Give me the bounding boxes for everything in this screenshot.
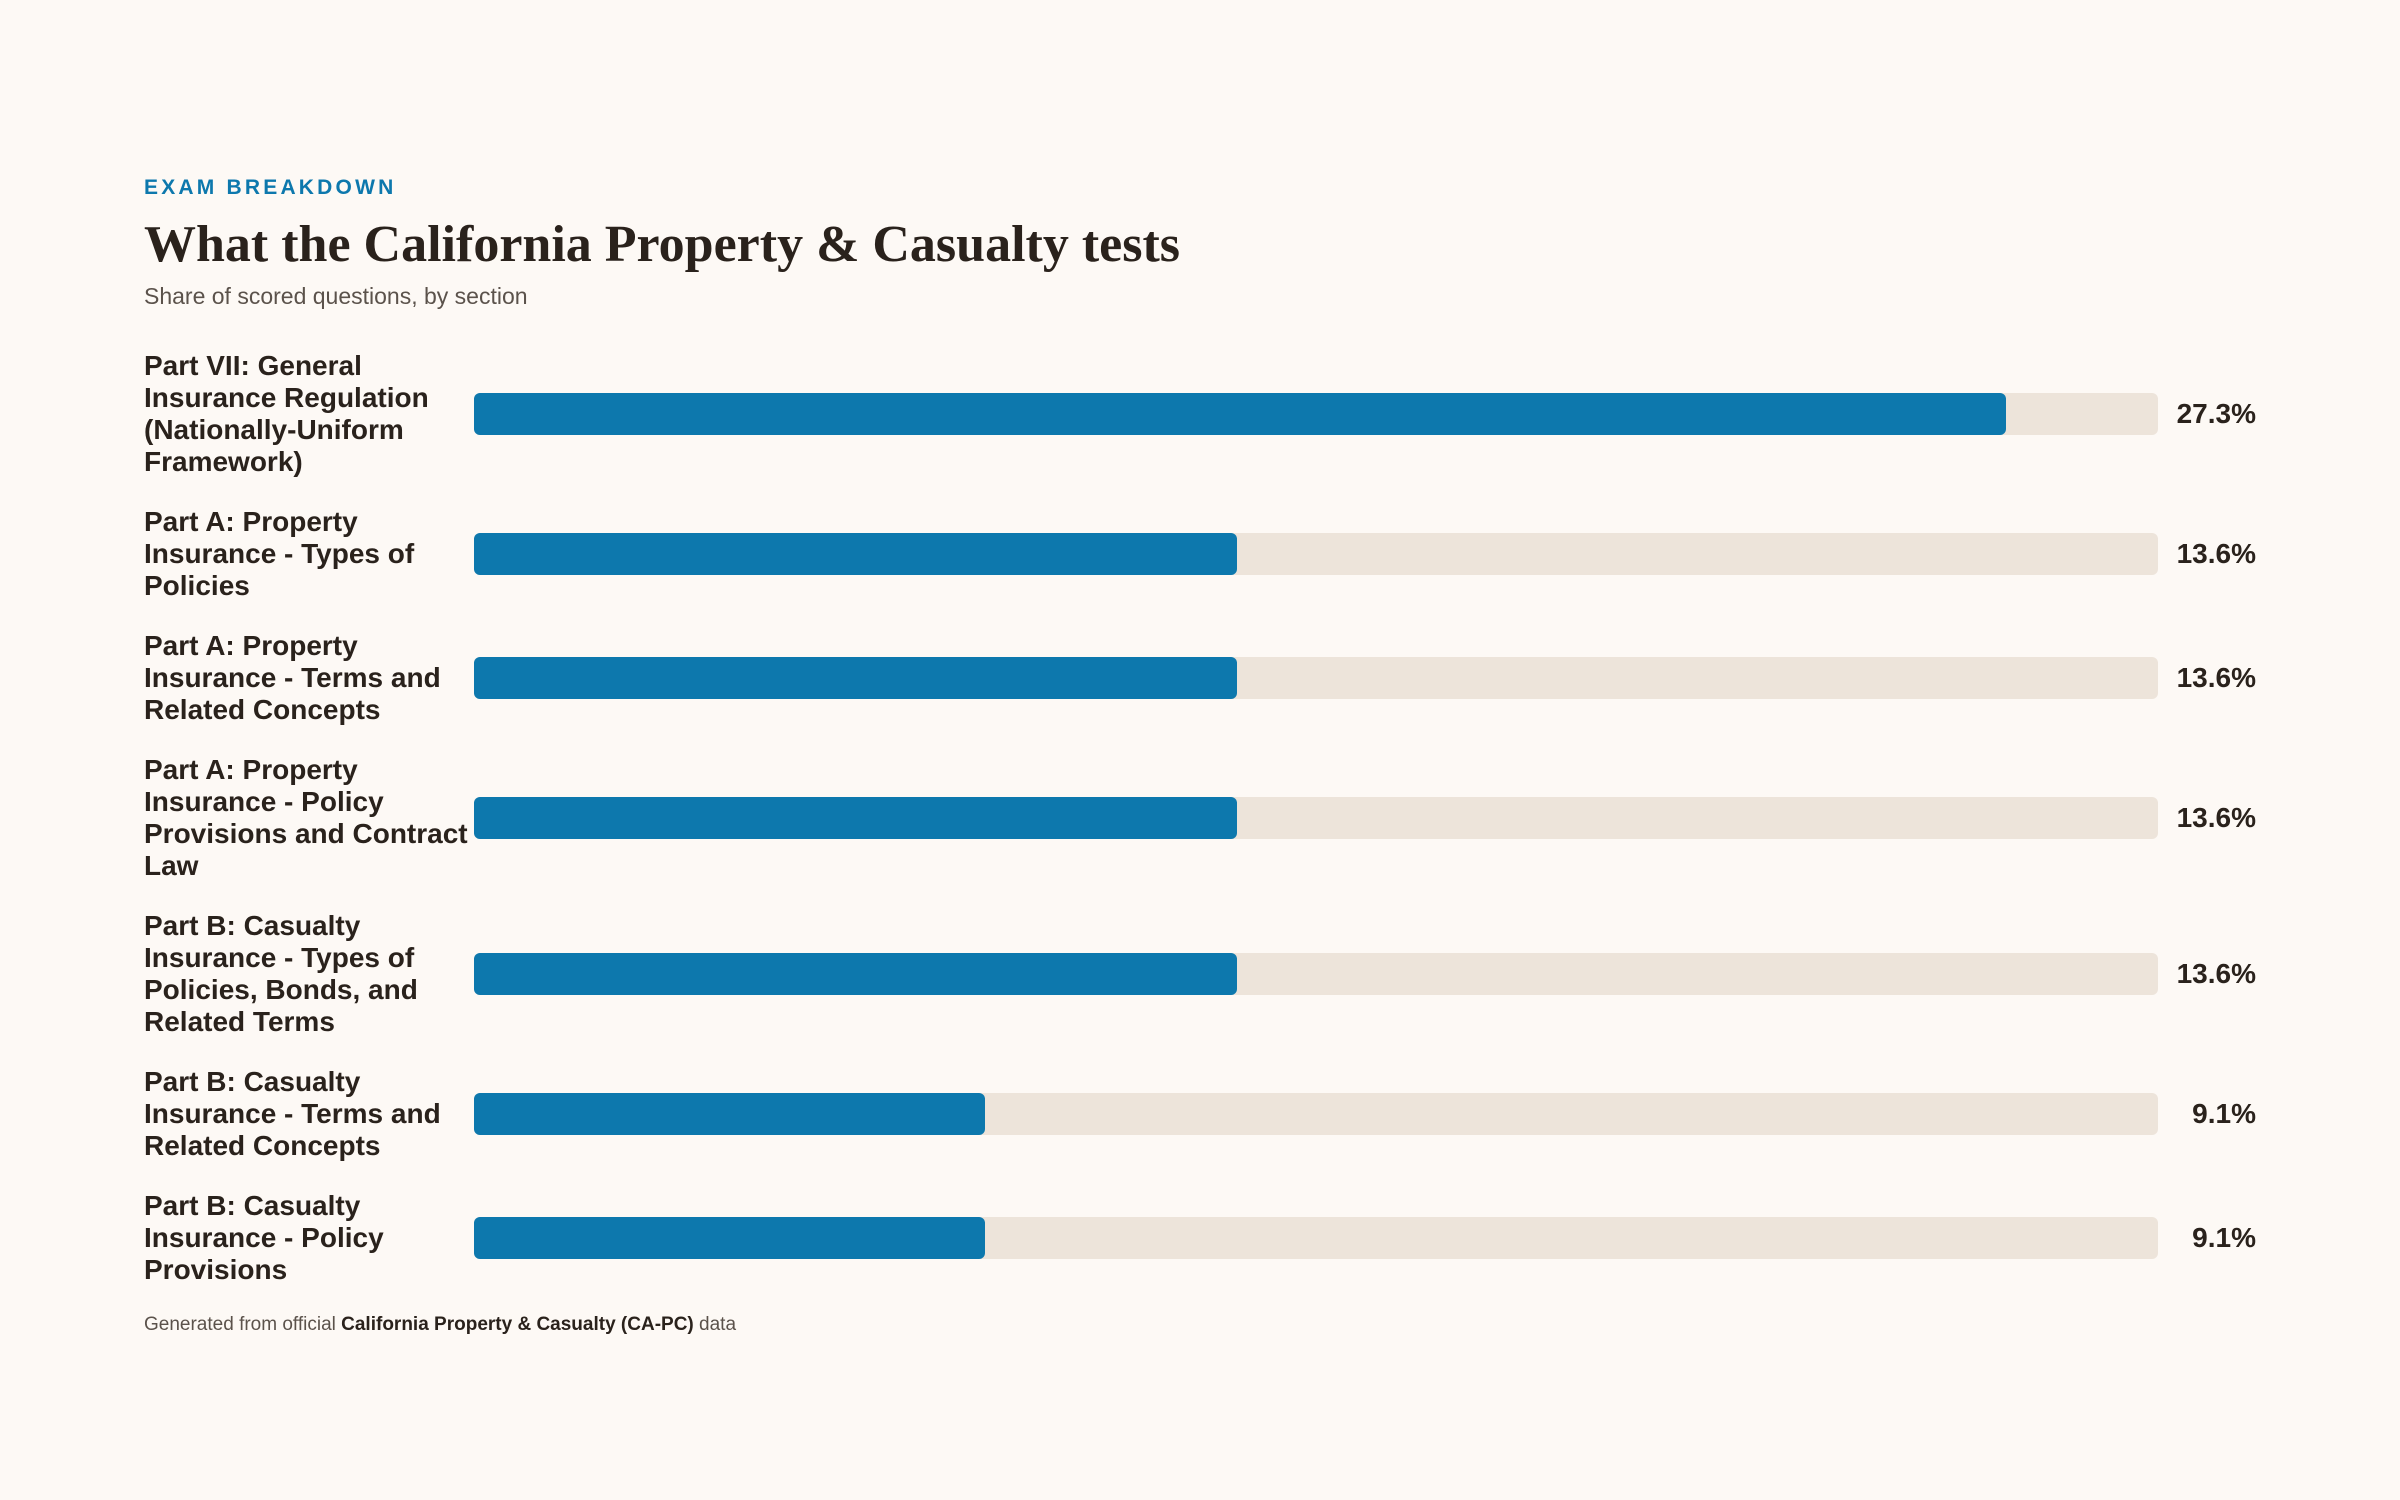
bar-row: Part B: Casualty Insurance - Policy Prov… — [144, 1190, 2256, 1286]
source-footer: Generated from official California Prope… — [144, 1314, 2256, 1336]
bar — [474, 657, 1238, 699]
category-label: Part A: Property Insurance - Policy Prov… — [144, 754, 468, 881]
bar-row: Part A: Property Insurance - Terms and R… — [144, 630, 2256, 726]
footer-suffix: data — [699, 1314, 737, 1335]
category-label: Part B: Casualty Insurance - Terms and R… — [144, 1066, 441, 1161]
bar-row: Part A: Property Insurance - Policy Prov… — [144, 754, 2256, 882]
value-label: 9.1% — [2192, 1098, 2256, 1129]
bar — [474, 1217, 985, 1259]
bar-row: Part VII: General Insurance Regulation (… — [144, 350, 2256, 478]
value-label: 9.1% — [2192, 1222, 2256, 1253]
bar-rows: Part VII: General Insurance Regulation (… — [144, 350, 2256, 1286]
bar-track — [474, 393, 2158, 435]
bar-track — [474, 657, 2158, 699]
bar-row: Part B: Casualty Insurance - Terms and R… — [144, 1066, 2256, 1162]
bar-row: Part B: Casualty Insurance - Types of Po… — [144, 910, 2256, 1038]
category-label: Part VII: General Insurance Regulation (… — [144, 350, 429, 477]
footer-source: California Property & Casualty (CA-PC) — [341, 1314, 694, 1335]
bar — [474, 797, 1238, 839]
chart-title: What the California Property & Casualty … — [144, 216, 1181, 273]
bar — [474, 533, 1238, 575]
value-label: 13.6% — [2176, 958, 2256, 989]
footer-prefix: Generated from official — [144, 1314, 336, 1335]
bar — [474, 1093, 985, 1135]
bar-track — [474, 797, 2158, 839]
bar-track — [474, 953, 2158, 995]
bar-row: Part A: Property Insurance - Types of Po… — [144, 506, 2256, 602]
chart-card: EXAM BREAKDOWN What the California Prope… — [144, 174, 2256, 1336]
bar-track — [474, 1093, 2158, 1135]
bar — [474, 953, 1238, 995]
value-label: 13.6% — [2176, 802, 2256, 833]
category-label: Part A: Property Insurance - Types of Po… — [144, 506, 415, 601]
category-label: Part B: Casualty Insurance - Types of Po… — [144, 910, 418, 1037]
value-label: 13.6% — [2176, 538, 2256, 569]
category-label: Part B: Casualty Insurance - Policy Prov… — [144, 1190, 384, 1285]
value-label: 13.6% — [2176, 662, 2256, 693]
chart-subtitle: Share of scored questions, by section — [144, 283, 528, 309]
value-label: 27.3% — [2176, 398, 2256, 429]
eyebrow-label: EXAM BREAKDOWN — [144, 176, 397, 199]
bar-track — [474, 533, 2158, 575]
bar-track — [474, 1217, 2158, 1259]
category-label: Part A: Property Insurance - Terms and R… — [144, 630, 441, 725]
bar — [474, 393, 2007, 435]
